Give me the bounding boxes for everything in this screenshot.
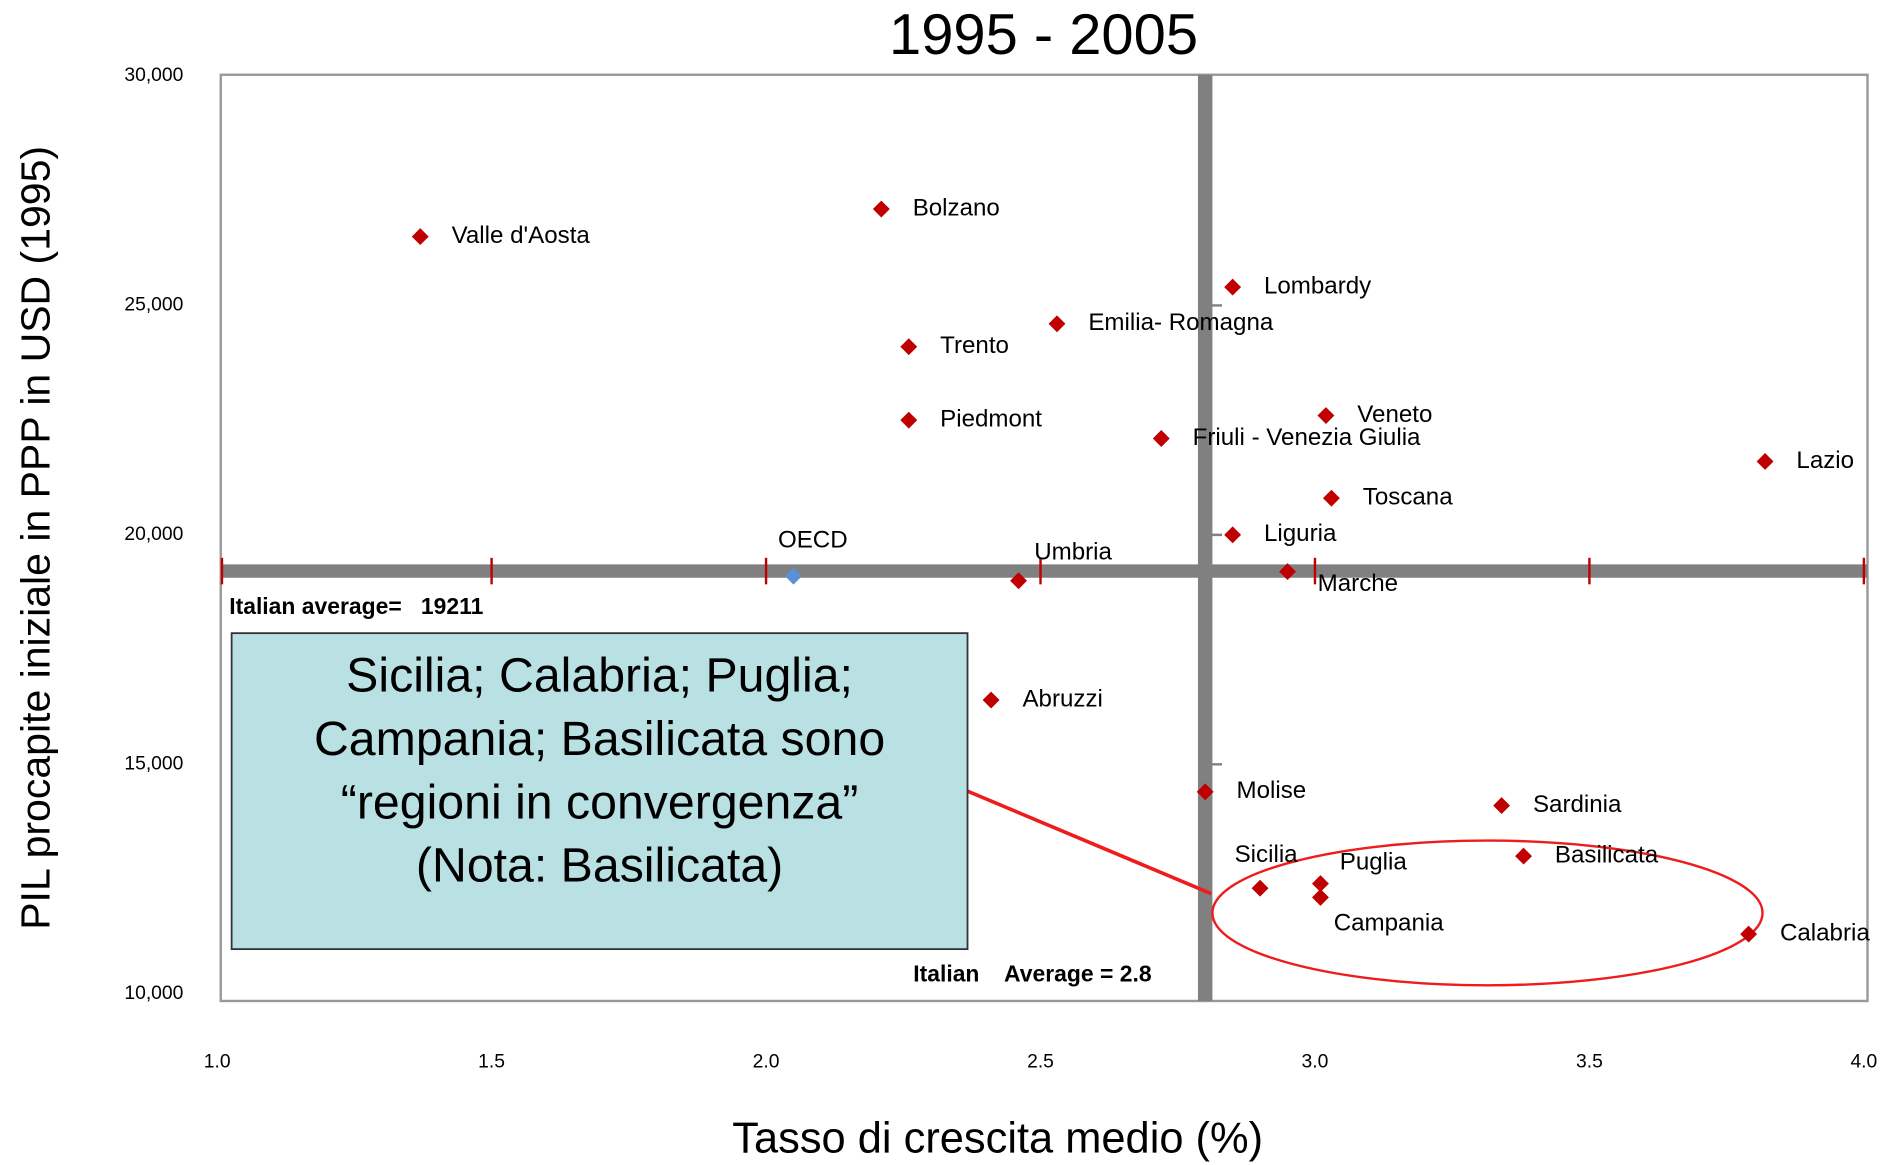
x-tick-label: 1.5 [478, 1052, 505, 1073]
annotation: Italian average= 19211 [229, 593, 483, 619]
y-tick-label: 20,000 [124, 524, 183, 545]
data-point [1312, 888, 1329, 906]
data-point [1756, 452, 1774, 470]
y-tick-label: 10,000 [124, 983, 183, 1004]
data-point [1224, 526, 1242, 544]
point-label: Campania [1334, 909, 1445, 936]
point-label: Piedmont [940, 406, 1042, 433]
point-label: OECD [778, 527, 848, 554]
callout-box [230, 632, 969, 951]
data-point [1152, 430, 1170, 447]
callout-line [966, 789, 1212, 896]
point-label: Lombardy [1264, 272, 1371, 299]
data-point [1251, 879, 1269, 897]
point-label: Bolzano [913, 194, 1000, 221]
data-point [1196, 783, 1214, 801]
chart-title: 1995 - 2005 [889, 3, 1198, 67]
data-point [411, 228, 429, 246]
point-label: Umbria [1034, 538, 1112, 565]
highlight-ellipse [1211, 839, 1764, 987]
data-point [1740, 925, 1758, 943]
data-point [1493, 797, 1511, 815]
data-point [900, 411, 918, 429]
y-tick-label: 30,000 [124, 65, 183, 86]
data-point [1048, 315, 1066, 333]
plot-area [219, 73, 1869, 1003]
x-axis-title: Tasso di crescita medio (%) [732, 1114, 1263, 1162]
y-tick-label: 25,000 [124, 295, 183, 316]
data-point [900, 338, 918, 356]
callout-text: (Nota: Basilicata) [416, 839, 783, 893]
x-tick-label: 3.0 [1302, 1052, 1329, 1073]
point-label: Marche [1318, 570, 1398, 597]
x-tick-label: 2.0 [753, 1052, 780, 1073]
point-label: Toscana [1363, 484, 1453, 511]
data-point [1224, 278, 1242, 296]
point-label: Calabria [1780, 919, 1870, 946]
point-label: Valle d'Aosta [452, 222, 591, 249]
callout-text: Campania; Basilicata sono [314, 712, 885, 766]
callout-text: “regioni in convergenza” [341, 775, 859, 829]
data-point [1312, 875, 1329, 893]
point-label: Liguria [1264, 520, 1337, 547]
point-label: Molise [1237, 777, 1307, 804]
data-point [1322, 489, 1340, 507]
point-label: Friuli - Venezia Giulia [1193, 424, 1421, 451]
point-label: Emilia- Romagna [1088, 309, 1274, 336]
point-label: Trento [940, 332, 1009, 359]
callout-text: Sicilia; Calabria; Puglia; [346, 649, 853, 703]
x-tick-label: 1.0 [204, 1052, 231, 1073]
data-point [1515, 847, 1532, 865]
x-tick-label: 2.5 [1027, 1052, 1054, 1073]
y-axis-title: PIL procapite iniziale in PPP in USD (19… [12, 146, 58, 930]
point-label: Veneto [1357, 401, 1432, 428]
point-label: Basilicata [1555, 841, 1659, 868]
point-label: Puglia [1340, 848, 1408, 875]
annotation: Italian Average = 2.8 [913, 961, 1152, 987]
data-point [1317, 407, 1335, 424]
point-label: Sicilia [1235, 841, 1299, 868]
data-point [872, 200, 890, 218]
data-point [982, 691, 1000, 709]
x-tick-label: 4.0 [1850, 1052, 1877, 1073]
point-label: Sardinia [1533, 791, 1622, 818]
x-tick-label: 3.5 [1576, 1052, 1603, 1073]
y-tick-label: 15,000 [124, 753, 183, 774]
point-label: Abruzzi [1022, 685, 1102, 712]
point-label: Lazio [1796, 447, 1854, 474]
data-point [1279, 563, 1296, 581]
